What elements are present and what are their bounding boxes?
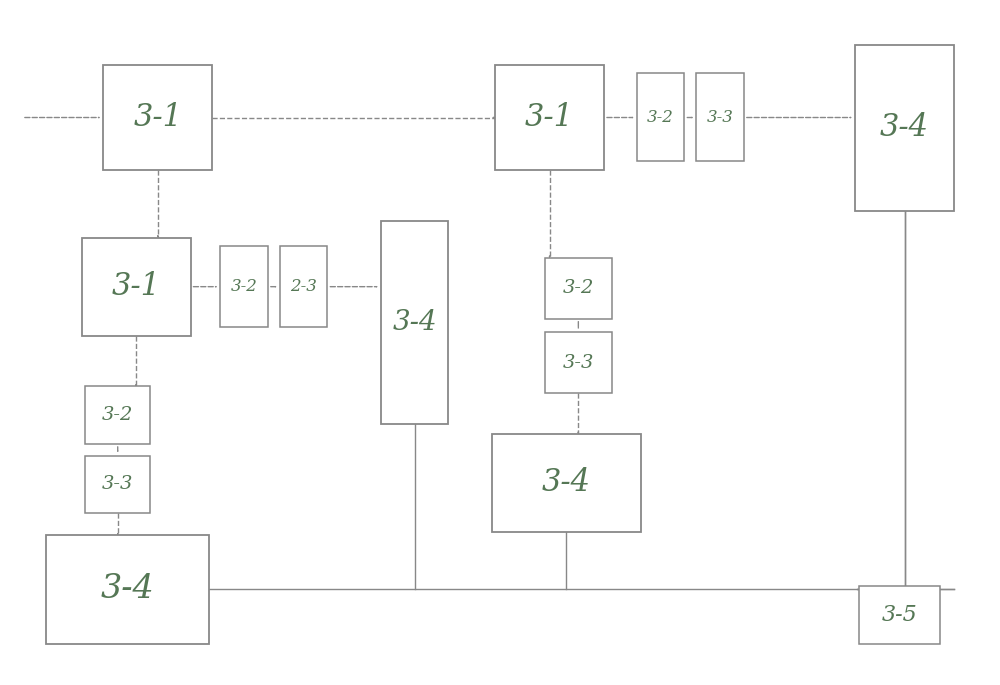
Bar bbox=[103, 65, 212, 170]
Text: 3-1: 3-1 bbox=[133, 102, 182, 133]
Text: 3-3: 3-3 bbox=[707, 109, 734, 125]
Text: 3-3: 3-3 bbox=[563, 353, 594, 372]
Text: 3-2: 3-2 bbox=[231, 278, 258, 295]
Bar bbox=[495, 65, 604, 170]
Bar bbox=[82, 238, 191, 336]
Text: 3-1: 3-1 bbox=[525, 102, 574, 133]
Text: 3-4: 3-4 bbox=[880, 112, 929, 143]
Bar bbox=[85, 456, 150, 513]
Bar bbox=[545, 332, 612, 393]
Text: 3-4: 3-4 bbox=[101, 573, 155, 606]
Text: 3-5: 3-5 bbox=[882, 604, 918, 626]
Bar bbox=[381, 221, 448, 424]
Text: 3-4: 3-4 bbox=[542, 467, 591, 499]
Text: 3-1: 3-1 bbox=[112, 271, 161, 302]
Text: 2-3: 2-3 bbox=[290, 278, 317, 295]
Bar bbox=[859, 586, 940, 644]
Text: 3-4: 3-4 bbox=[392, 309, 437, 336]
Bar bbox=[545, 258, 612, 319]
Text: 3-2: 3-2 bbox=[647, 109, 674, 125]
Text: 3-2: 3-2 bbox=[563, 279, 594, 297]
Bar bbox=[637, 73, 684, 161]
Bar bbox=[696, 73, 744, 161]
Bar bbox=[85, 386, 150, 444]
Text: 3-3: 3-3 bbox=[102, 475, 133, 493]
Bar bbox=[855, 45, 954, 210]
Bar bbox=[220, 246, 268, 327]
Bar bbox=[280, 246, 327, 327]
Text: 3-2: 3-2 bbox=[102, 406, 133, 424]
Bar bbox=[46, 536, 209, 644]
Bar bbox=[492, 434, 641, 532]
